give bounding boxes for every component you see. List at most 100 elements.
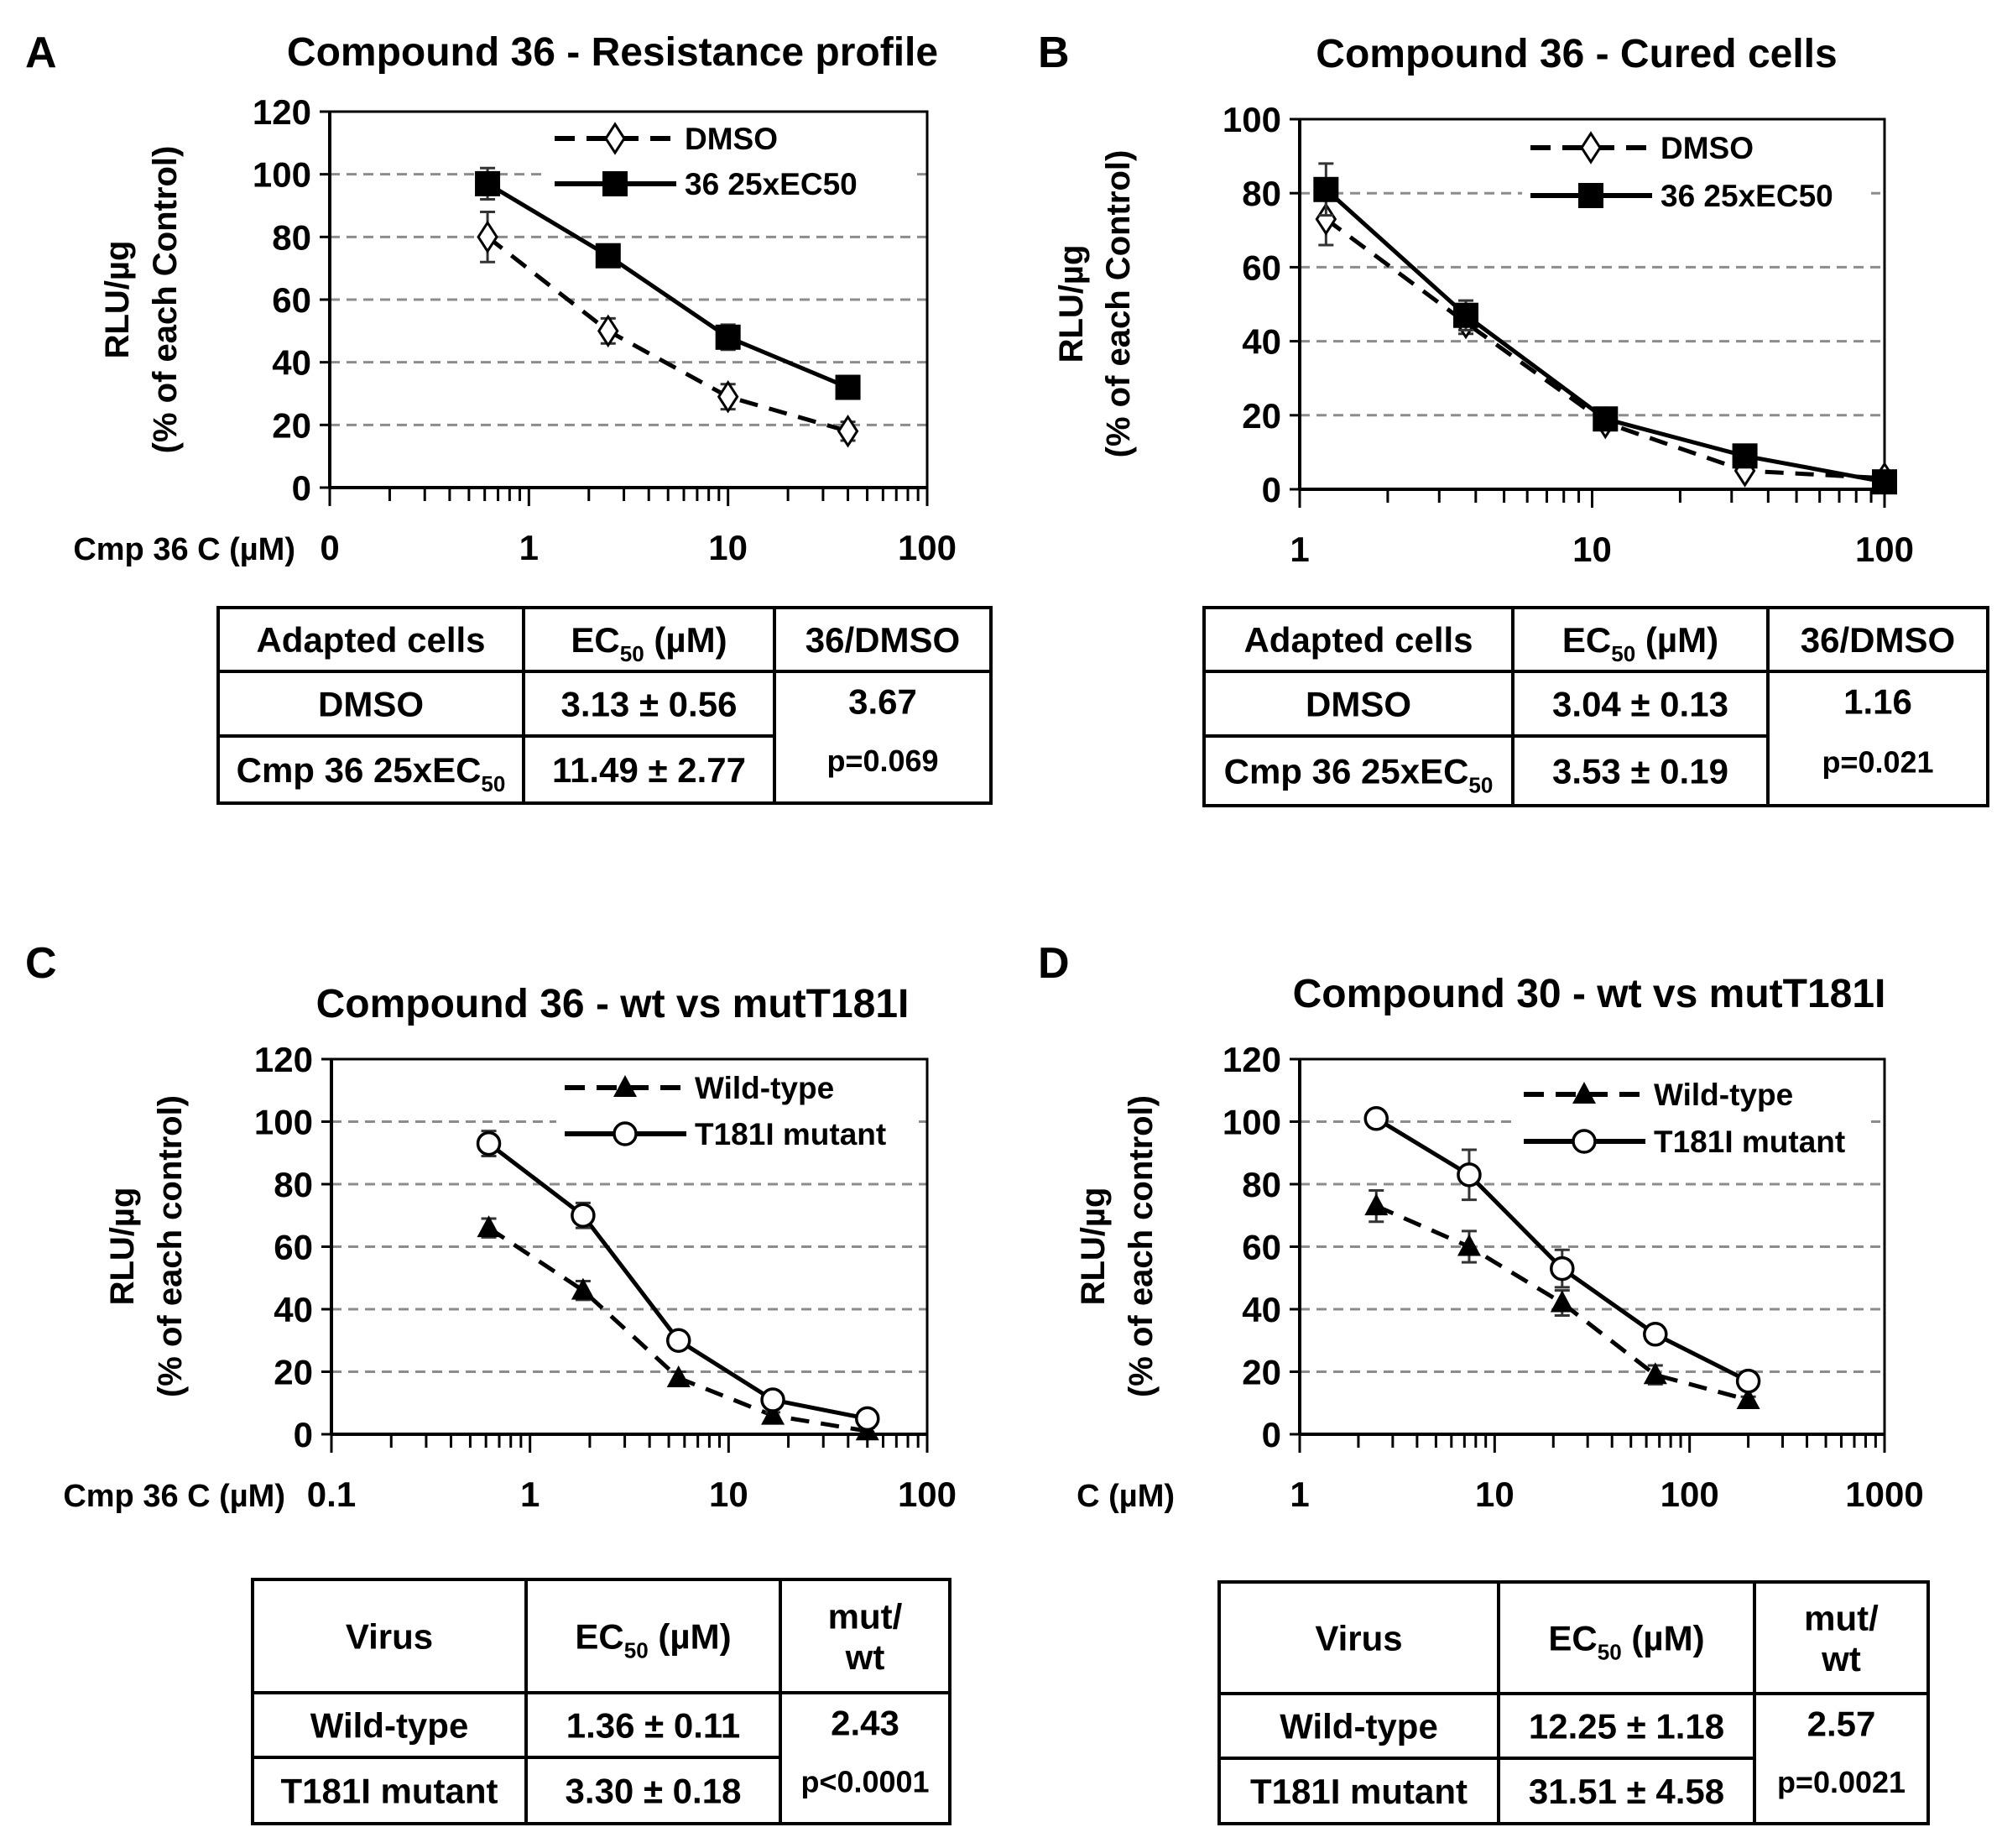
data-point	[595, 243, 621, 269]
y-tick-label: 40	[1242, 322, 1281, 362]
x-tick-label: 10	[1475, 1475, 1515, 1514]
data-point	[835, 374, 861, 400]
series-t181i-mutant	[476, 1130, 880, 1432]
ec50-table: Virus EC50 (µM) mut/wt Wild-type 1.36 ± 0.11…	[251, 1578, 951, 1825]
legend-label: 36 25xEC50	[685, 167, 858, 201]
ratio-value: 2.57	[1807, 1704, 1876, 1744]
data-point	[1872, 469, 1897, 495]
y-tick-label: 20	[1242, 396, 1281, 436]
table-cell: Wild-type	[1280, 1707, 1438, 1746]
y-tick-label: 120	[1223, 1040, 1281, 1079]
y-tick-label: 120	[254, 1040, 313, 1079]
table-header-cell: Virus	[346, 1617, 433, 1657]
data-point	[1732, 443, 1758, 469]
table-header-cell: mut/	[1804, 1598, 1879, 1637]
y-axis-label: RLU/µg	[99, 241, 136, 359]
y-tick-label: 0	[292, 468, 311, 508]
table-cell: 12.25 ± 1.18	[1529, 1707, 1724, 1746]
x-tick-label: 1	[1290, 1475, 1309, 1514]
x-tick-label: 0.1	[307, 1475, 356, 1514]
y-tick-label: 40	[1242, 1290, 1281, 1329]
legend-background	[1515, 1069, 1871, 1167]
legend-label: T181I mutant	[1654, 1125, 1845, 1159]
data-point	[476, 1130, 502, 1156]
y-tick-label: 100	[1223, 100, 1281, 139]
table-header-cell: 36/DMSO	[1801, 620, 1955, 660]
ec50-table: Adapted cells EC50 (µM) 36/DMSO DMSO 3.13 ± …	[216, 606, 993, 805]
ratio-value: 3.67	[848, 682, 917, 722]
table-cell: 1.36 ± 0.11	[566, 1706, 741, 1746]
legend-marker	[1572, 1082, 1596, 1104]
series-line	[1375, 1203, 1749, 1402]
legend-label: Wild-type	[1654, 1078, 1793, 1112]
table-cell: Cmp 36 25xEC50	[1224, 752, 1494, 798]
legend: Wild-type T181I mutant	[556, 1062, 914, 1159]
data-point	[1457, 1234, 1481, 1256]
legend-label: DMSO	[685, 122, 778, 156]
p-value: p<0.0001	[800, 1765, 929, 1799]
data-point	[1363, 1106, 1389, 1131]
table-cell: 11.49 ± 2.77	[552, 750, 746, 790]
series-dmso	[1315, 191, 1895, 495]
x-axis-label: C (µM)	[1077, 1479, 1175, 1514]
y-axis-label: RLU/µg	[1075, 1188, 1112, 1306]
data-point	[1550, 1255, 1575, 1282]
y-tick-label: 40	[274, 1290, 313, 1329]
table-header-cell: EC50 (µM)	[1562, 620, 1718, 666]
y-tick-label: 60	[272, 280, 311, 320]
y-tick-label: 20	[272, 405, 311, 445]
chart-title: Compound 36 - wt vs mutT181I	[316, 982, 910, 1026]
table-cell: 3.30 ± 0.18	[566, 1772, 742, 1811]
y-tick-label: 0	[1262, 470, 1281, 509]
series-36-25xec50	[475, 166, 861, 400]
data-point	[597, 314, 619, 348]
data-point	[1735, 1368, 1761, 1394]
data-point	[1364, 1193, 1389, 1216]
data-point	[717, 379, 739, 414]
data-point	[571, 1277, 595, 1300]
y-tick-label: 0	[1262, 1415, 1281, 1454]
legend: Wild-type T181I mutant	[1515, 1069, 1871, 1167]
table-cell: T181I mutant	[1250, 1772, 1468, 1811]
x-tick-label: 10	[709, 1475, 748, 1514]
legend-marker	[1578, 183, 1603, 208]
y-tick-label: 100	[1223, 1103, 1281, 1142]
y-tick-label: 100	[253, 155, 311, 195]
y-tick-label: 40	[272, 343, 311, 383]
data-point	[1643, 1322, 1668, 1347]
y-tick-label: 80	[272, 217, 311, 257]
data-point	[665, 1328, 691, 1353]
chart-title: Compound 30 - wt vs mutT181I	[1293, 972, 1886, 1016]
table-cell: 3.04 ± 0.13	[1552, 685, 1728, 724]
panel-b: B Compound 36 - Cured cells 0 20 40 60 80 100 1 1…	[1038, 29, 1989, 807]
series-t181i-mutant	[1363, 1106, 1761, 1394]
table-header-cell: 36/DMSO	[805, 620, 960, 660]
p-value: p=0.021	[1822, 745, 1933, 780]
data-point	[1736, 1387, 1760, 1410]
table-cell: 31.51 ± 4.58	[1529, 1772, 1724, 1811]
y-tick-label: 20	[274, 1353, 313, 1392]
data-point	[1550, 1290, 1574, 1313]
table-cell: Cmp 36 25xEC50	[237, 750, 506, 796]
panel-letter: B	[1038, 29, 1070, 77]
panel-d: D Compound 30 - wt vs mutT181I 0 20 40 60 80 10…	[1038, 939, 1930, 1825]
y-tick-label: 80	[1242, 1165, 1281, 1204]
p-value: p=0.0021	[1777, 1765, 1906, 1799]
ratio-value: 2.43	[831, 1704, 899, 1743]
x-tick-label: 1000	[1845, 1475, 1923, 1514]
legend: DMSO 36 25xEC50	[1522, 123, 1871, 221]
panel-a: A Compound 36 - Resistance profile 0 20 40 60…	[25, 29, 993, 805]
legend-label: DMSO	[1661, 131, 1754, 165]
table-header-cell: Adapted cells	[256, 620, 485, 660]
table-border	[1202, 606, 1989, 807]
table-cell: DMSO	[318, 685, 424, 724]
y-tick-label: 80	[274, 1165, 313, 1204]
legend-marker	[1572, 1129, 1597, 1154]
legend-marker	[613, 1121, 638, 1146]
series-dmso	[477, 210, 859, 448]
table-header-cell: EC50 (µM)	[571, 620, 727, 666]
data-point	[761, 1402, 785, 1425]
data-point	[477, 220, 498, 254]
legend-label: T181I mutant	[695, 1117, 886, 1151]
